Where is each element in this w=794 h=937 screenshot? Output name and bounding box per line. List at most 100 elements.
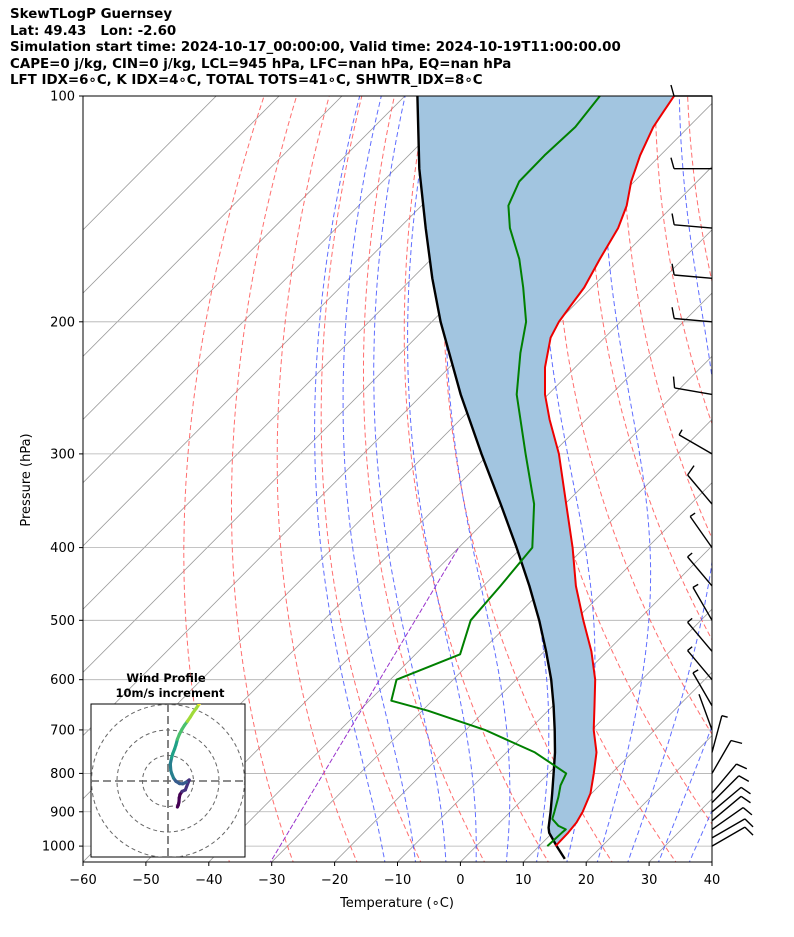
- stability-line: CAPE=0 j/kg, CIN=0 j/kg, LCL=945 hPa, LF…: [10, 56, 512, 72]
- wind-barb: [671, 213, 713, 229]
- moist-adiabat-line: [342, 96, 417, 862]
- dry-adiabat-line: [621, 96, 712, 540]
- x-axis-ticks: −60 −50 −40 −30 −20 −10 0 10 20 30 40: [69, 862, 720, 888]
- wind-barb-shaft: [692, 672, 713, 707]
- moist-adiabat-line: [657, 724, 712, 862]
- location-line: Lat: 49.43 Lon: -2.60: [10, 23, 177, 39]
- y-tick-label: 1000: [42, 840, 75, 855]
- chart-header: SkewTLogP Guernsey Lat: 49.43 Lon: -2.60…: [10, 7, 790, 90]
- isotherm-line: [772, 79, 794, 865]
- wind-barb-flag: [744, 826, 754, 836]
- isotherm-line: [522, 671, 712, 862]
- wind-barb: [686, 465, 713, 505]
- wind-barb: [711, 795, 751, 822]
- wind-barb: [711, 715, 728, 753]
- isotherm-line: [271, 418, 712, 862]
- indices-line: LFT IDX=6∘C, K IDX=4∘C, TOTAL TOTS=41∘C,…: [10, 73, 483, 89]
- dry-adiabat-line: [719, 79, 794, 865]
- parcel-profile-line: [416, 96, 566, 860]
- wind-barb-shaft: [698, 693, 713, 731]
- x-tick-label: 0: [456, 873, 464, 888]
- hodograph-subtitle: 10m/s increment: [116, 686, 225, 700]
- isotherm-line: [83, 96, 469, 484]
- wind-barb: [689, 512, 713, 549]
- x-tick-label: −50: [132, 873, 159, 888]
- wind-barb-shaft: [711, 826, 746, 847]
- sounding-profiles: [390, 96, 675, 860]
- dry-adiabat-line: [231, 96, 298, 862]
- wind-barb-flag: [671, 263, 675, 276]
- wind-barb-flag: [686, 465, 695, 476]
- moist-adiabat-line: [373, 96, 447, 862]
- dry-adiabat-line: [654, 96, 712, 426]
- isotherm-line: [396, 545, 712, 862]
- wind-barb-flag: [670, 157, 675, 169]
- wind-barb-flag: [730, 739, 743, 745]
- wind-barb-shaft: [711, 807, 744, 830]
- wind-barb: [672, 376, 713, 396]
- isotherm-line: [711, 861, 712, 862]
- dry-adiabat-line: [320, 96, 422, 862]
- wind-barb: [692, 669, 713, 707]
- wind-barb-flag: [672, 376, 676, 388]
- wind-barb-shaft: [692, 587, 713, 621]
- moist-adiabat-line: [445, 96, 511, 862]
- wind-barb-flag: [740, 795, 751, 804]
- y-tick-label: 100: [50, 90, 75, 105]
- wind-barb: [711, 786, 751, 813]
- dry-adiabat-line: [403, 96, 549, 862]
- moist-adiabat-line: [688, 809, 712, 862]
- y-tick-label: 500: [50, 614, 75, 629]
- dry-adiabat-line: [588, 96, 712, 641]
- wind-barb-half-flag: [692, 583, 699, 588]
- isotherm-line: [208, 355, 712, 862]
- dry-adiabat-line: [183, 96, 265, 862]
- wind-barb-shaft: [687, 474, 713, 505]
- isotherm-line: [83, 96, 532, 547]
- isotherm-line: [83, 96, 343, 357]
- wind-barb-flag: [671, 213, 675, 225]
- hodograph-title: Wind Profile: [126, 671, 206, 685]
- wind-barb: [698, 693, 713, 731]
- wind-barb: [670, 157, 712, 170]
- cin-shaded-area: [417, 96, 675, 847]
- wind-barb-flag: [670, 84, 675, 97]
- wind-barb: [711, 818, 754, 839]
- dry-adiabat-line: [443, 96, 613, 862]
- y-tick-label: 200: [50, 315, 75, 330]
- y-tick-label: 300: [50, 447, 75, 462]
- isotherm-line: [648, 798, 712, 862]
- wind-barb-flag: [736, 763, 748, 770]
- wind-barb-shaft: [711, 818, 746, 839]
- temperature-profile-line: [544, 96, 675, 847]
- moist-adiabat-line: [314, 96, 386, 862]
- wind-barb: [692, 583, 713, 621]
- wind-barb-flag: [738, 775, 750, 782]
- y-axis-label: Pressure (hPa): [19, 433, 34, 526]
- x-tick-label: −10: [384, 873, 411, 888]
- x-tick-label: −20: [321, 873, 348, 888]
- wind-barb-shaft: [711, 795, 742, 822]
- wind-barb-shaft: [711, 740, 732, 774]
- wind-barb-shaft: [687, 650, 713, 681]
- wind-barb: [687, 552, 713, 587]
- hodograph-inset: Wind Profile 10m/s increment: [90, 671, 246, 858]
- moist-adiabat-line: [596, 96, 652, 862]
- x-tick-label: 30: [641, 873, 658, 888]
- isotherm-line: [83, 96, 280, 294]
- wind-barb-half-flag: [687, 646, 693, 652]
- wind-barb: [687, 617, 713, 652]
- y-tick-label: 700: [50, 723, 75, 738]
- wind-barb-half-flag: [689, 512, 696, 518]
- wind-barb-half-flag: [687, 617, 693, 623]
- y-tick-label: 900: [50, 805, 75, 820]
- mixing-ratio-line: [269, 547, 460, 862]
- x-tick-label: 40: [704, 873, 721, 888]
- wind-barb-flag: [740, 786, 751, 795]
- x-tick-label: −40: [195, 873, 222, 888]
- dewpoint-profile-line: [390, 96, 601, 847]
- wind-barb-half-flag: [692, 669, 699, 674]
- wind-barb-shaft: [711, 763, 737, 794]
- wind-barb-flag: [671, 307, 675, 319]
- wind-barb-shaft: [674, 274, 713, 280]
